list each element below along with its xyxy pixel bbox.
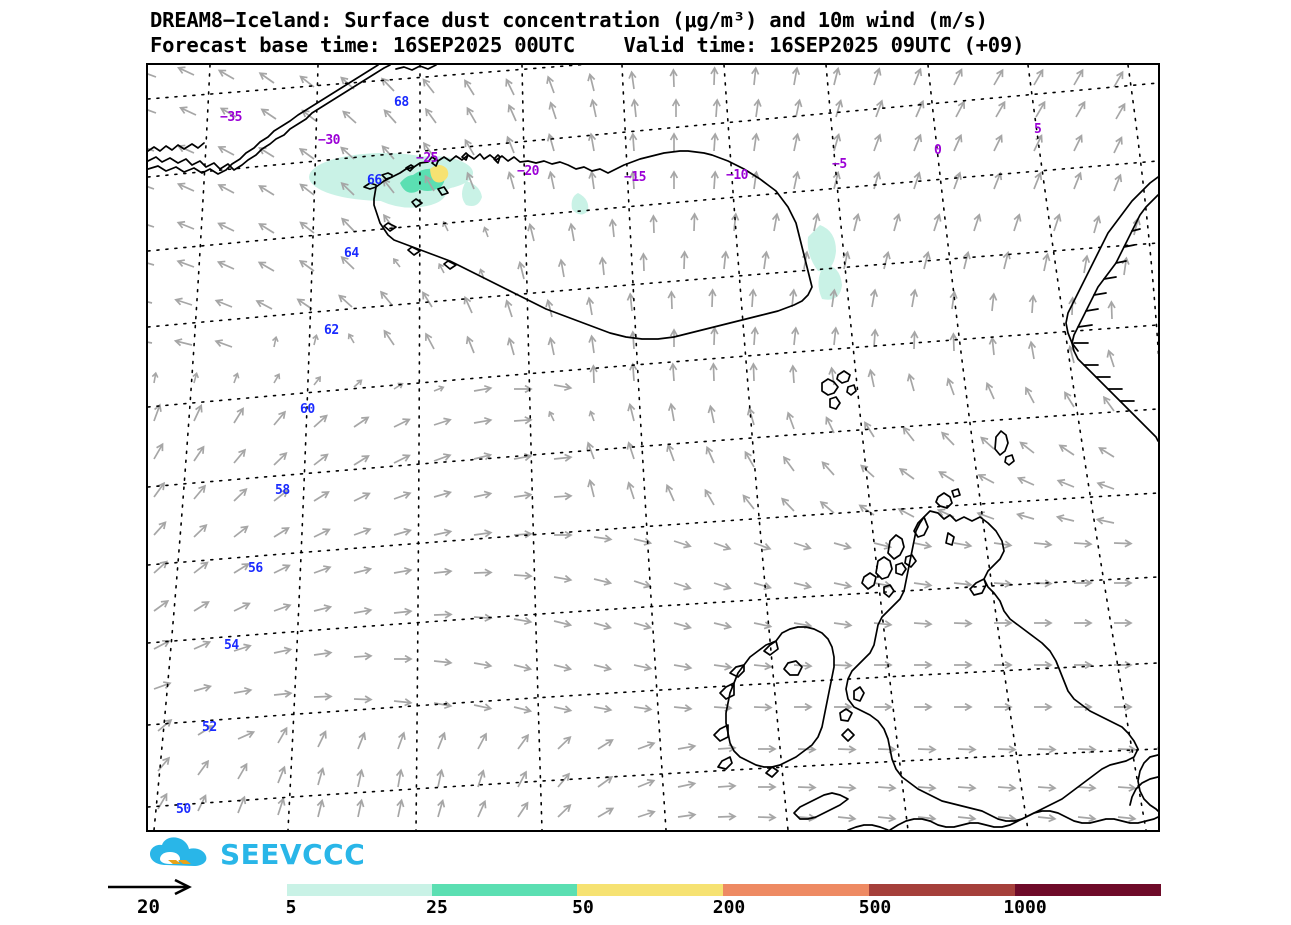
colorbar-tick-labels: 5 25 50 200 500 1000 (285, 897, 1161, 921)
colorbar-segment-200-500 (723, 884, 869, 896)
cloud-icon (150, 837, 207, 866)
chart-title-block: DREAM8−Iceland: Surface dust concentrati… (146, 8, 1286, 58)
lat-label-62: 62 (324, 323, 339, 338)
colorbar-segment-500-1000 (869, 884, 1015, 896)
lat-label-64: 64 (344, 246, 359, 261)
colorbar-tick-1000: 1000 (1003, 897, 1047, 918)
concentration-colorbar (287, 884, 1161, 896)
lon-label-minus5: −5 (832, 157, 847, 172)
colorbar-tick-500: 500 (858, 897, 892, 918)
colorbar-segment-25-50 (432, 884, 577, 896)
coastline-iceland (373, 150, 813, 340)
lon-label-minus30: −30 (318, 133, 340, 148)
lon-label-5: 5 (1034, 122, 1042, 137)
lon-label-minus25: −25 (416, 151, 438, 166)
graticule (148, 65, 1158, 830)
lat-label-52: 52 (202, 720, 217, 735)
forecast-time-subtitle: Forecast base time: 16SEP2025 00UTC Vali… (150, 33, 1025, 57)
lat-label-66: 66 (367, 173, 382, 188)
colorbar-tick-200: 200 (712, 897, 746, 918)
coastline-ireland (725, 626, 835, 768)
chevron-icon-2 (178, 860, 191, 864)
seevccc-logo: SEEVCCC (146, 833, 365, 875)
colorbar-tick-25: 25 (426, 897, 448, 918)
lon-label-minus15: −15 (624, 170, 646, 185)
lat-label-54: 54 (224, 638, 239, 653)
coastline-greenland (148, 65, 391, 171)
coastline-faroe-islands (821, 370, 857, 410)
page-title: DREAM8−Iceland: Surface dust concentrati… (150, 8, 988, 32)
coastline-france (889, 810, 1158, 830)
lon-label-0: 0 (934, 143, 942, 158)
wind-scale-legend: 20 (105, 878, 225, 922)
coastline-shetland (994, 430, 1015, 466)
colorbar-tick-50: 50 (572, 897, 594, 918)
lat-label-50: 50 (176, 802, 191, 817)
lon-label-minus35: −35 (220, 110, 242, 125)
colorbar-segment-over-1000 (1015, 884, 1161, 896)
map-plot-area: 68 66 64 62 60 58 56 54 52 50 −35 −30 −2… (146, 63, 1160, 832)
coastline-great-britain (845, 510, 1139, 822)
dust-concentration-shading (309, 153, 842, 300)
lon-label-minus10: −10 (726, 168, 748, 183)
coastline-hebrides (861, 534, 917, 598)
map-canvas (148, 65, 1158, 830)
wind-reference-arrow-icon (108, 878, 192, 896)
coastlines (148, 65, 1158, 830)
coastline-orkney (935, 488, 961, 509)
wind-scale-value: 20 (137, 896, 160, 918)
lon-label-minus20: −20 (517, 164, 539, 179)
colorbar-segment-5-25 (287, 884, 432, 896)
logo-text: SEEVCCC (220, 837, 366, 871)
lat-label-68: 68 (394, 95, 409, 110)
lat-label-58: 58 (275, 483, 290, 498)
colorbar-segment-50-200 (577, 884, 723, 896)
lat-label-60: 60 (300, 402, 315, 417)
colorbar-tick-5: 5 (285, 897, 297, 918)
lat-label-56: 56 (248, 561, 263, 576)
chevron-icon (168, 860, 181, 864)
coastline-norway (1071, 194, 1158, 442)
coastline-isle-of-man (853, 686, 865, 702)
